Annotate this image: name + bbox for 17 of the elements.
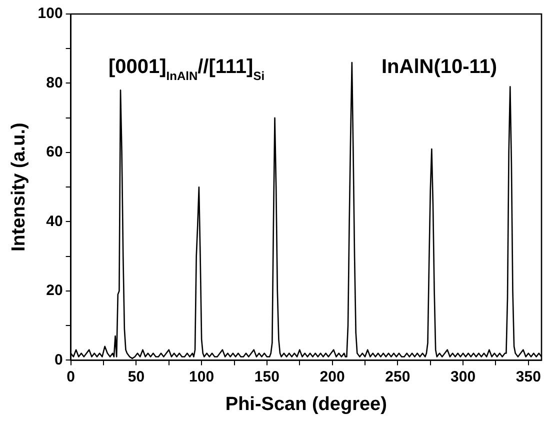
y-tick-label: 80: [46, 74, 63, 92]
x-tick-label: 350: [516, 368, 541, 386]
x-tick-label: 150: [254, 368, 280, 386]
y-tick-label: 40: [46, 212, 63, 230]
x-tick-label: 100: [189, 368, 214, 386]
x-tick-label: 250: [385, 368, 410, 386]
y-tick-label: 100: [38, 5, 63, 22]
y-tick-label: 0: [54, 351, 63, 368]
x-axis-title: Phi-Scan (degree): [225, 394, 387, 415]
x-tick-label: 300: [450, 368, 476, 386]
x-tick-label: 50: [128, 368, 145, 386]
y-tick-label: 60: [46, 144, 63, 161]
x-tick-label: 0: [66, 368, 75, 386]
annotation: InAlN(10-11): [381, 56, 498, 78]
y-axis-title: Intensity (a.u.): [8, 122, 30, 252]
x-tick-label: 200: [320, 368, 345, 386]
y-tick-label: 20: [46, 282, 63, 300]
